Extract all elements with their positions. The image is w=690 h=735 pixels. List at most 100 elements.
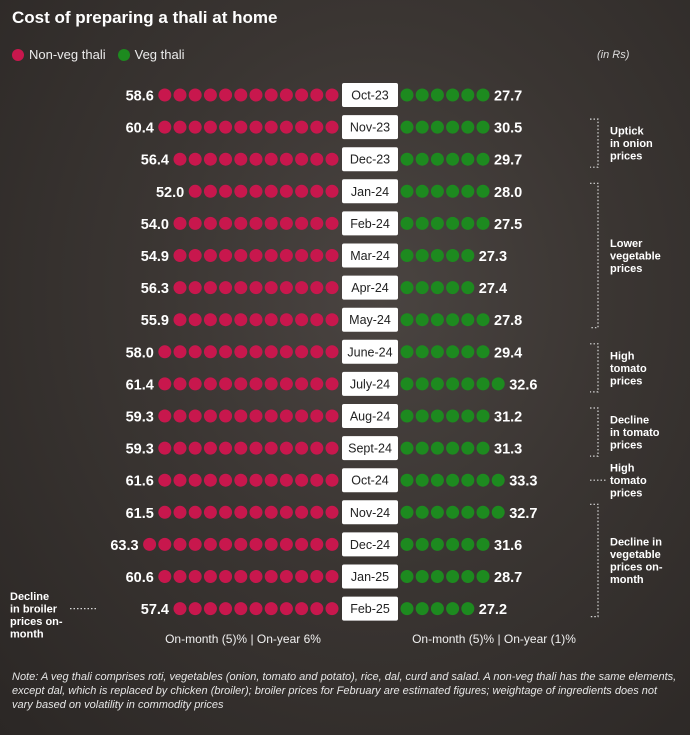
veg-value-label: 33.3 [509,474,537,490]
nonveg-dot [310,184,324,198]
veg-dot [400,409,414,423]
nonveg-dot [295,120,309,134]
annotation-text: prices [610,440,642,452]
veg-value-label: 27.4 [479,281,507,297]
nonveg-dot [325,249,339,262]
annotation-text: in onion [610,138,653,150]
nonveg-dot [310,281,324,295]
month-label-box [342,211,398,236]
annotation-text: Uptick [610,126,645,138]
veg-dot [430,377,444,391]
nonveg-dot [173,152,187,166]
nonveg-dot [234,313,248,327]
month-label-box [342,115,398,140]
veg-dot [491,505,505,519]
nonveg-dot [188,570,202,583]
nonveg-dot [264,537,278,551]
month-label: Feb-24 [350,217,390,231]
nonveg-dot [188,88,202,102]
veg-dot [400,537,414,551]
nonveg-dot [279,152,293,166]
veg-dot [446,505,460,519]
nonveg-dot [173,88,187,102]
nonveg-dot [295,249,309,262]
month-label: Oct-24 [351,474,389,488]
nonveg-dot [264,216,278,230]
nonveg-dot [295,216,309,230]
veg-dot [461,537,475,551]
nonveg-dot [203,473,217,487]
nonveg-dot [188,505,202,519]
nonveg-dot [264,345,278,359]
month-label: Oct-23 [351,89,389,103]
nonveg-dot [279,281,293,295]
veg-dot [476,345,490,359]
nonveg-dot [279,377,293,391]
month-label: Jan-24 [351,185,389,199]
veg-dot [446,570,460,583]
nonveg-dot [249,409,263,423]
nonveg-dot [173,537,187,551]
nonveg-dot [325,441,339,455]
nonveg-dot [173,602,187,616]
legend-veg-label: Veg thali [134,47,185,62]
nonveg-dot [310,602,324,616]
month-label: Aug-24 [350,410,390,424]
nonveg-dot [219,313,233,327]
veg-value-label: 32.7 [509,506,537,522]
nonveg-dot [173,120,187,134]
nonveg-dot [203,602,217,616]
annotation-text: Decline [610,415,649,427]
annotation-bracket [590,407,599,457]
month-label-box [342,404,398,428]
nonveg-dot [188,313,202,327]
veg-dot [476,216,490,230]
month-label: July-24 [350,377,390,391]
veg-dot [461,313,475,327]
month-label-box [342,243,398,268]
nonveg-dot [279,345,293,359]
legend: Non-veg thali Veg thali [12,47,196,62]
nonveg-dot [234,537,248,551]
veg-dot [415,602,429,616]
veg-dot [446,441,460,455]
veg-dot [430,537,444,551]
footnote: Note: A veg thali comprises roti, vegeta… [12,671,677,711]
annotation-text: in tomato [610,427,660,439]
nonveg-dot [249,441,263,455]
nonveg-value-label: 59.3 [126,410,154,426]
nonveg-dot [325,313,339,327]
nonveg-value-label: 57.4 [141,602,169,618]
nonveg-dot [279,505,293,519]
month-label-box [342,307,398,332]
nonveg-value-label: 59.3 [126,442,154,458]
nonveg-dot [264,473,278,487]
nonveg-dot [158,505,172,519]
nonveg-dot [325,152,339,166]
nonveg-value-label: 52.0 [156,185,184,201]
nonveg-dot [219,88,233,102]
veg-dot [400,570,414,583]
month-label-box [342,83,398,107]
nonveg-dot [203,537,217,551]
nonveg-dot [325,184,339,198]
veg-dot [430,602,444,616]
nonveg-dot [188,602,202,616]
veg-dot [430,88,444,102]
nonveg-dot [325,216,339,230]
nonveg-dot [264,602,278,616]
veg-change-note: On-month (5)% | On-year (1)% [412,632,576,646]
veg-dot [415,249,429,262]
nonveg-dot [158,537,172,551]
left-annotation-text: in broiler [10,604,58,616]
veg-dot [415,441,429,455]
month-label: Dec-23 [350,153,390,167]
veg-dot [430,313,444,327]
nonveg-dot [249,473,263,487]
annotation-text: Decline in [610,537,662,549]
nonveg-dot [264,249,278,262]
left-annotation-text: prices on- [10,616,63,628]
month-label-box [342,371,398,396]
nonveg-dot [325,505,339,519]
month-label: Feb-25 [350,602,390,616]
